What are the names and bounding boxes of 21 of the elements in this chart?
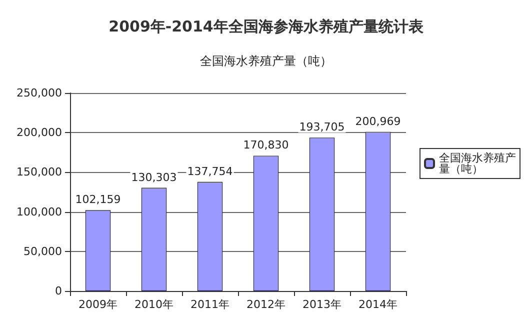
y-tick-label: 200,000 [16,126,62,140]
x-tick-label: 2013年 [302,298,342,311]
data-label: 137,754 [187,164,233,178]
x-tick-label: 2009年 [78,298,118,311]
y-tick-label: 100,000 [16,205,62,218]
y-tick-label: 250,000 [16,86,62,100]
x-tick-label: 2011年 [190,298,230,311]
x-tick-label: 2014年 [358,298,398,311]
y-tick-label: 50,000 [24,244,62,258]
x-tick-label: 2012年 [246,298,286,311]
x-tick-label: 2010年 [134,298,174,311]
data-label: 170,830 [243,138,289,152]
data-label: 200,969 [355,114,401,128]
chart-title: 2009年-2014年全国海参海水养殖产量统计表 [108,18,424,36]
data-label: 102,159 [75,193,121,206]
chart-subtitle: 全国海水养殖产量（吨） [200,54,332,68]
data-label: 130,303 [131,170,177,184]
data-label: 193,705 [299,120,345,134]
y-tick-label: 150,000 [16,166,62,179]
legend-label: 全国海水养殖产量（吨） [439,152,516,176]
y-tick-label: 0 [55,284,62,298]
